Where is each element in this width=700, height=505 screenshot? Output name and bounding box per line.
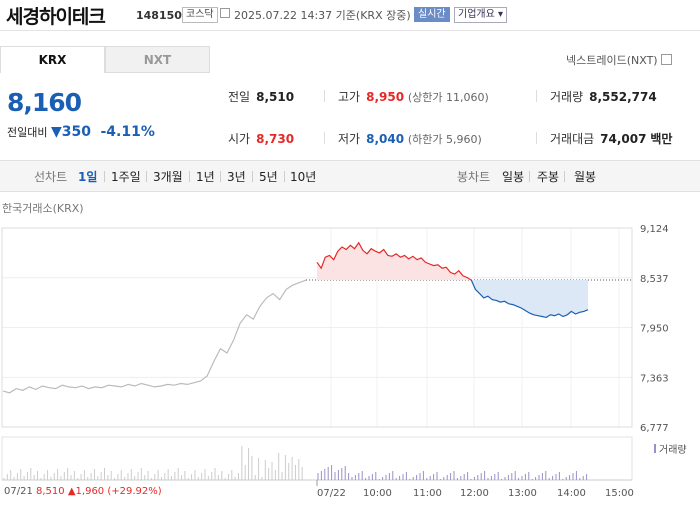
divider [536, 90, 537, 102]
upper-limit: (상한가 11,060) [407, 91, 489, 104]
stock-name: 세경하이테크 [6, 6, 106, 28]
divider [220, 171, 221, 182]
price-change: 전일대비 ▼350 -4.11% [7, 124, 155, 140]
period-bar: 선차트 1일 1주일 3개월 1년 3년 5년 10년 봉차트 일봉 주봉 월봉 [0, 160, 700, 192]
y-tick-label: 7,950 [640, 324, 669, 335]
x-tick-label: 15:00 [605, 488, 634, 499]
x-tick-label: 07/22 [317, 488, 346, 499]
amount-value: 74,007 [600, 132, 647, 146]
company-info-label: 기업개요 [458, 9, 495, 20]
divider [252, 171, 253, 182]
divider [189, 171, 190, 182]
realtime-button[interactable]: 실시간 [414, 7, 450, 22]
change-label: 전일대비 [7, 126, 48, 139]
high-label: 고가 [338, 90, 361, 104]
down-line [470, 279, 589, 319]
y-tick-label: 6,777 [640, 423, 669, 434]
x-tick-label: 10:00 [363, 488, 392, 499]
y-tick-label: 8,537 [640, 274, 669, 285]
volume-value: 8,552,774 [589, 90, 657, 104]
low-price: 8,040 [366, 132, 405, 146]
amount-label: 거래대금 [550, 132, 595, 146]
volume-label: 거래량 [550, 90, 584, 104]
quote-time: 2025.07.22 14:37 기준(KRX 장중) [234, 9, 411, 22]
price-stats: 전일 8,510 고가 8,950 (상한가 11,060) 거래량 8,552,77… [212, 78, 700, 158]
x-tick-label: 14:00 [557, 488, 586, 499]
stock-header: 세경하이테크 148150 코스닥 2025.07.22 14:37 기준(KR… [0, 0, 700, 31]
current-price: 8,160 [7, 88, 82, 117]
external-link-icon [660, 54, 672, 65]
period-10y[interactable]: 10년 [290, 170, 317, 184]
down-arrow-icon: ▼ [50, 124, 62, 140]
up-area [317, 242, 472, 281]
prev-day-line [2, 279, 307, 394]
company-info-button[interactable]: 기업개요 ▾ [454, 7, 508, 23]
period-5y[interactable]: 5년 [259, 170, 278, 184]
prev-label: 전일 [228, 90, 251, 104]
candle-weekly[interactable]: 주봉 [537, 170, 560, 184]
candle-monthly[interactable]: 월봉 [574, 170, 597, 184]
y-tick-label: 9,124 [640, 224, 669, 235]
prev-day-close: 8,510 [36, 486, 65, 497]
nextrade-label: 넥스트레이드(NXT) [566, 54, 658, 67]
period-1w[interactable]: 1주일 [111, 170, 141, 184]
stock-code: 148150 [136, 9, 182, 22]
period-1y[interactable]: 1년 [196, 170, 215, 184]
prev-day-change: ▲1,960 [67, 486, 105, 497]
period-3m[interactable]: 3개월 [153, 170, 183, 184]
nextrade-link[interactable]: 넥스트레이드(NXT) [566, 52, 672, 68]
high-price: 8,950 [366, 90, 405, 104]
prev-day-summary: 07/21 8,510 ▲1,960 (+29.92%) [4, 486, 162, 497]
divider [564, 171, 565, 182]
x-tick-label: 11:00 [413, 488, 442, 499]
volume-frame [1, 436, 633, 481]
period-3y[interactable]: 3년 [227, 170, 246, 184]
change-value: 350 [61, 124, 91, 140]
x-tick-label: 13:00 [508, 488, 537, 499]
period-1d[interactable]: 1일 [78, 170, 98, 184]
tab-krx[interactable]: KRX [0, 46, 105, 73]
chart-source: 한국거래소(KRX) [2, 202, 84, 215]
calendar-icon [220, 8, 230, 18]
prev-day-rate: (+29.92%) [107, 486, 162, 497]
divider [284, 171, 285, 182]
divider [146, 171, 147, 182]
chevron-down-icon: ▾ [498, 9, 504, 20]
volume-legend-swatch [654, 444, 656, 453]
line-chart-label: 선차트 [34, 170, 68, 184]
change-rate: -4.11% [100, 124, 155, 140]
divider [529, 171, 530, 182]
prev-day-date: 07/21 [4, 486, 33, 497]
open-label: 시가 [228, 132, 251, 146]
amount-unit: 백만 [650, 132, 673, 146]
market-tabs: KRX NXT [0, 46, 210, 73]
divider [104, 171, 105, 182]
prev-close: 8,510 [256, 90, 295, 104]
divider [324, 132, 325, 144]
divider [324, 90, 325, 102]
candle-daily[interactable]: 일봉 [502, 170, 525, 184]
tab-nxt[interactable]: NXT [105, 46, 210, 73]
candle-chart-label: 봉차트 [457, 170, 491, 184]
y-tick-label: 7,363 [640, 373, 669, 384]
x-tick-label: 12:00 [460, 488, 489, 499]
market-badge: 코스닥 [182, 7, 218, 23]
volume-legend-label: 거래량 [659, 444, 687, 456]
open-price: 8,730 [256, 132, 295, 146]
plot-frame [1, 227, 633, 428]
low-label: 저가 [338, 132, 361, 146]
down-area [471, 280, 588, 318]
lower-limit: (하한가 5,960) [407, 133, 482, 146]
up-line [316, 241, 472, 281]
divider [536, 132, 537, 144]
